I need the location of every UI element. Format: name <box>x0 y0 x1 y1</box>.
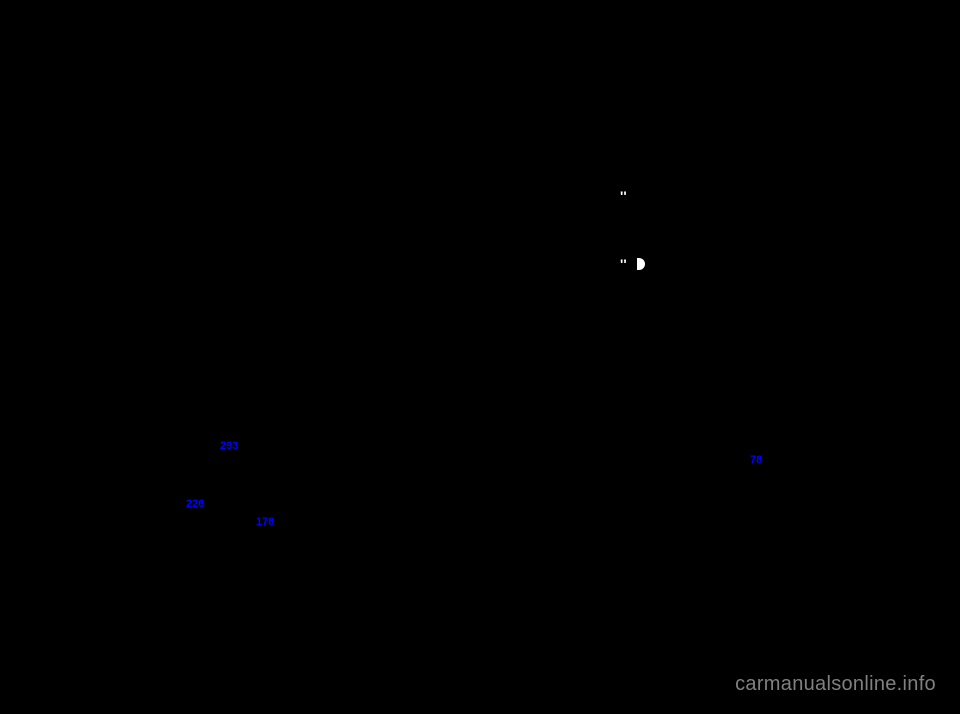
indicator-row-1: '' <box>620 188 627 204</box>
headlight-icon <box>637 258 645 270</box>
page-ref-link[interactable]: 226 <box>186 498 204 510</box>
page-ref-link[interactable]: 293 <box>220 440 238 452</box>
watermark-text: carmanualsonline.info <box>735 673 936 696</box>
quote-icon: '' <box>620 256 627 272</box>
manual-page: '' '' 293 226 178 78 carmanualsonline.in… <box>0 0 960 714</box>
page-ref-link[interactable]: 78 <box>750 454 762 466</box>
page-ref-link[interactable]: 178 <box>256 516 274 528</box>
indicator-row-2: '' <box>620 256 645 272</box>
quote-icon: '' <box>620 188 627 204</box>
